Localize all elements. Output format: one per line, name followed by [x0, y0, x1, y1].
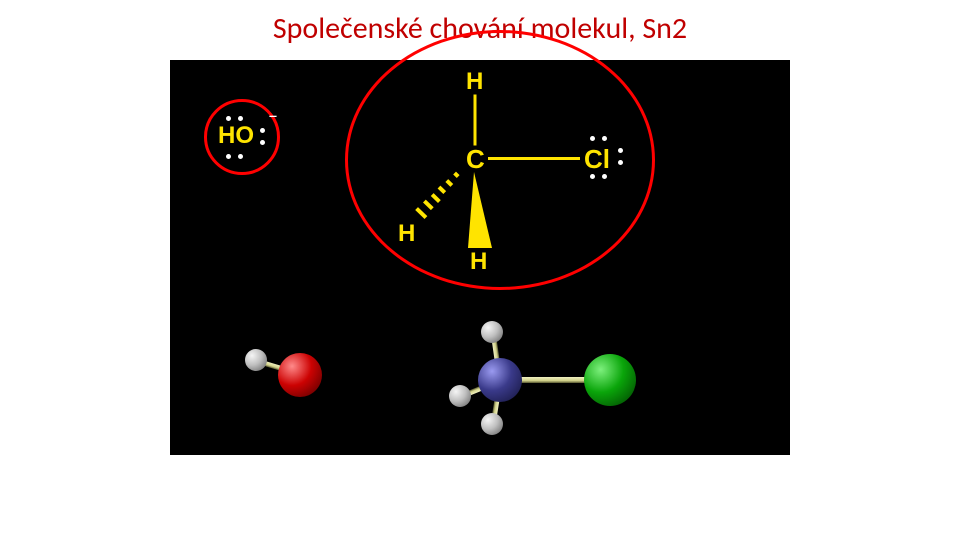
atom-H-hydroxide: [245, 349, 267, 371]
label-H-bottom: H: [470, 248, 487, 276]
diagram-canvas: HO – C H H H Cl: [170, 60, 790, 455]
label-minus: –: [268, 104, 278, 128]
label-H-backleft: H: [398, 220, 415, 248]
label-HO: HO: [218, 122, 254, 150]
atom-O: [278, 353, 322, 397]
atom-H1: [481, 321, 503, 343]
atom-H3: [481, 413, 503, 435]
atom-C: [478, 358, 522, 402]
label-Cl: Cl: [584, 144, 610, 175]
atom-Cl: [584, 354, 636, 406]
wedge-C-Hbot: [170, 60, 171, 61]
bond-C-Htop: [474, 94, 477, 145]
atom-H2: [449, 385, 471, 407]
bond-C-Cl: [488, 157, 580, 160]
label-H-top: H: [466, 68, 483, 96]
label-C: C: [466, 144, 485, 175]
